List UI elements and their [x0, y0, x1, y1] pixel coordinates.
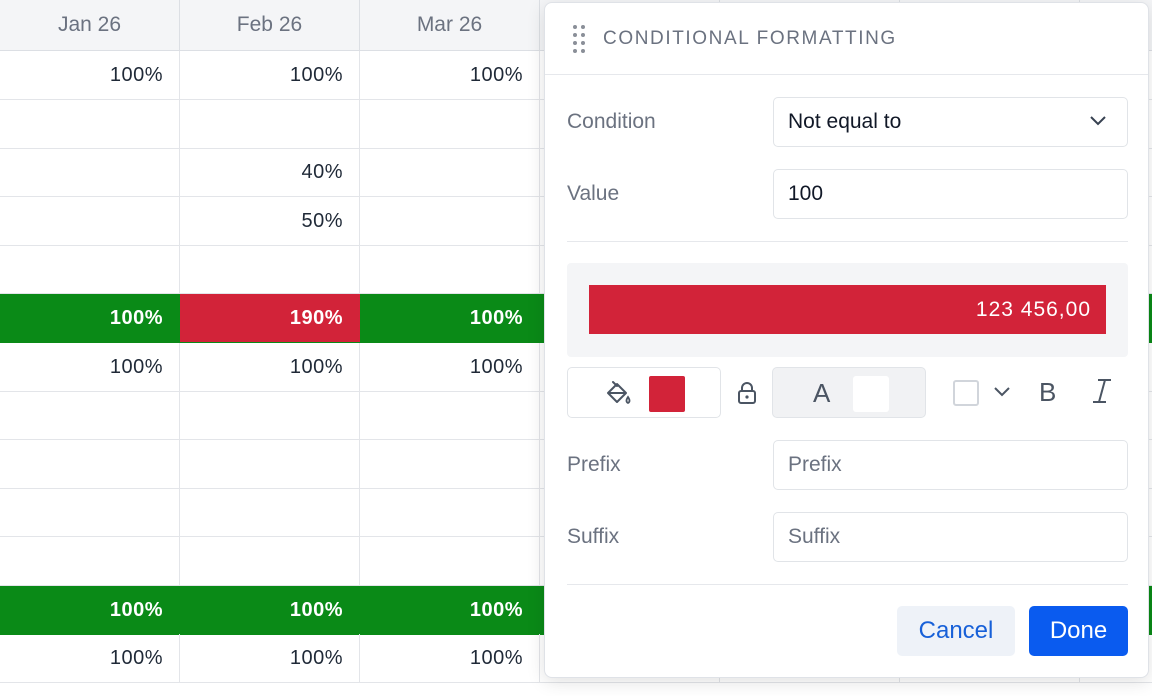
prefix-input[interactable]: Prefix	[773, 440, 1128, 490]
table-cell[interactable]	[180, 245, 360, 294]
bold-button[interactable]: B	[1039, 377, 1057, 407]
table-cell[interactable]: 190%	[180, 294, 360, 342]
preview-sample: 123 456,00	[589, 285, 1106, 334]
chevron-down-icon	[1090, 116, 1106, 126]
table-cell[interactable]	[180, 391, 360, 440]
divider	[567, 241, 1128, 242]
done-button[interactable]: Done	[1029, 606, 1128, 656]
suffix-input[interactable]: Suffix	[773, 512, 1128, 562]
fill-color-button[interactable]	[567, 367, 721, 418]
condition-label: Condition	[567, 110, 656, 133]
table-cell[interactable]: 100%	[0, 634, 180, 683]
table-cell[interactable]: 100%	[180, 342, 360, 391]
table-cell[interactable]	[0, 99, 180, 148]
table-cell[interactable]	[0, 439, 180, 488]
text-color-swatch	[853, 376, 889, 412]
table-cell[interactable]: 100%	[109, 598, 163, 621]
table-cell[interactable]: 100%	[0, 51, 180, 99]
table-cell[interactable]	[180, 99, 360, 148]
table-cell[interactable]: 40%	[180, 148, 360, 197]
table-cell[interactable]: 100%	[109, 307, 163, 329]
suffix-label: Suffix	[567, 525, 620, 548]
table-cell[interactable]: 100%	[0, 342, 180, 391]
table-cell[interactable]	[360, 245, 540, 294]
table-cell[interactable]	[0, 148, 180, 197]
table-cell[interactable]	[180, 439, 360, 488]
border-checkbox[interactable]	[953, 380, 979, 406]
value-input[interactable]: 100	[773, 169, 1128, 219]
table-cell[interactable]: 50%	[180, 196, 360, 245]
format-preview: 123 456,00	[567, 263, 1128, 357]
table-cell[interactable]	[360, 439, 540, 488]
divider	[567, 584, 1128, 585]
text-color-icon: A	[813, 378, 831, 408]
table-cell[interactable]: 100%	[469, 598, 523, 621]
column-header-jan[interactable]: Jan 26	[0, 0, 180, 50]
conditional-formatting-panel: CONDITIONAL FORMATTING Condition Not equ…	[544, 2, 1149, 678]
table-cell[interactable]	[360, 99, 540, 148]
table-cell[interactable]: 100%	[469, 307, 523, 329]
table-cell[interactable]: 100%	[289, 598, 343, 621]
table-cell[interactable]: 100%	[180, 634, 360, 683]
italic-icon[interactable]	[1091, 377, 1113, 405]
table-cell[interactable]	[360, 391, 540, 440]
table-cell[interactable]	[360, 148, 540, 197]
chevron-down-icon[interactable]	[993, 386, 1011, 398]
fill-color-swatch	[649, 376, 685, 412]
table-cell[interactable]	[180, 488, 360, 537]
column-header-feb[interactable]: Feb 26	[180, 0, 360, 50]
condition-select[interactable]: Not equal to	[773, 97, 1128, 147]
table-cell[interactable]: 100%	[180, 51, 360, 99]
table-cell[interactable]	[0, 196, 180, 245]
drag-handle-icon[interactable]	[573, 25, 587, 53]
table-cell[interactable]: 100%	[360, 51, 540, 99]
table-cell[interactable]	[180, 537, 360, 585]
table-cell[interactable]	[0, 537, 180, 585]
table-cell[interactable]: 100%	[360, 634, 540, 683]
prefix-label: Prefix	[567, 453, 621, 476]
paint-bucket-icon	[607, 381, 631, 405]
text-color-button[interactable]: A	[772, 367, 926, 418]
panel-title: CONDITIONAL FORMATTING	[603, 28, 897, 49]
table-cell[interactable]	[0, 391, 180, 440]
panel-header: CONDITIONAL FORMATTING	[545, 3, 1148, 75]
lock-icon[interactable]	[737, 382, 757, 404]
condition-select-value: Not equal to	[788, 110, 902, 133]
table-cell[interactable]	[0, 245, 180, 294]
table-cell[interactable]	[0, 488, 180, 537]
column-header-mar[interactable]: Mar 26	[360, 0, 540, 50]
table-cell[interactable]: 100%	[360, 342, 540, 391]
table-cell[interactable]	[360, 196, 540, 245]
value-label: Value	[567, 182, 620, 205]
table-cell[interactable]	[360, 537, 540, 585]
cancel-button[interactable]: Cancel	[897, 606, 1015, 656]
table-row: 100% 100% 100%	[0, 634, 1152, 684]
table-cell[interactable]	[360, 488, 540, 537]
